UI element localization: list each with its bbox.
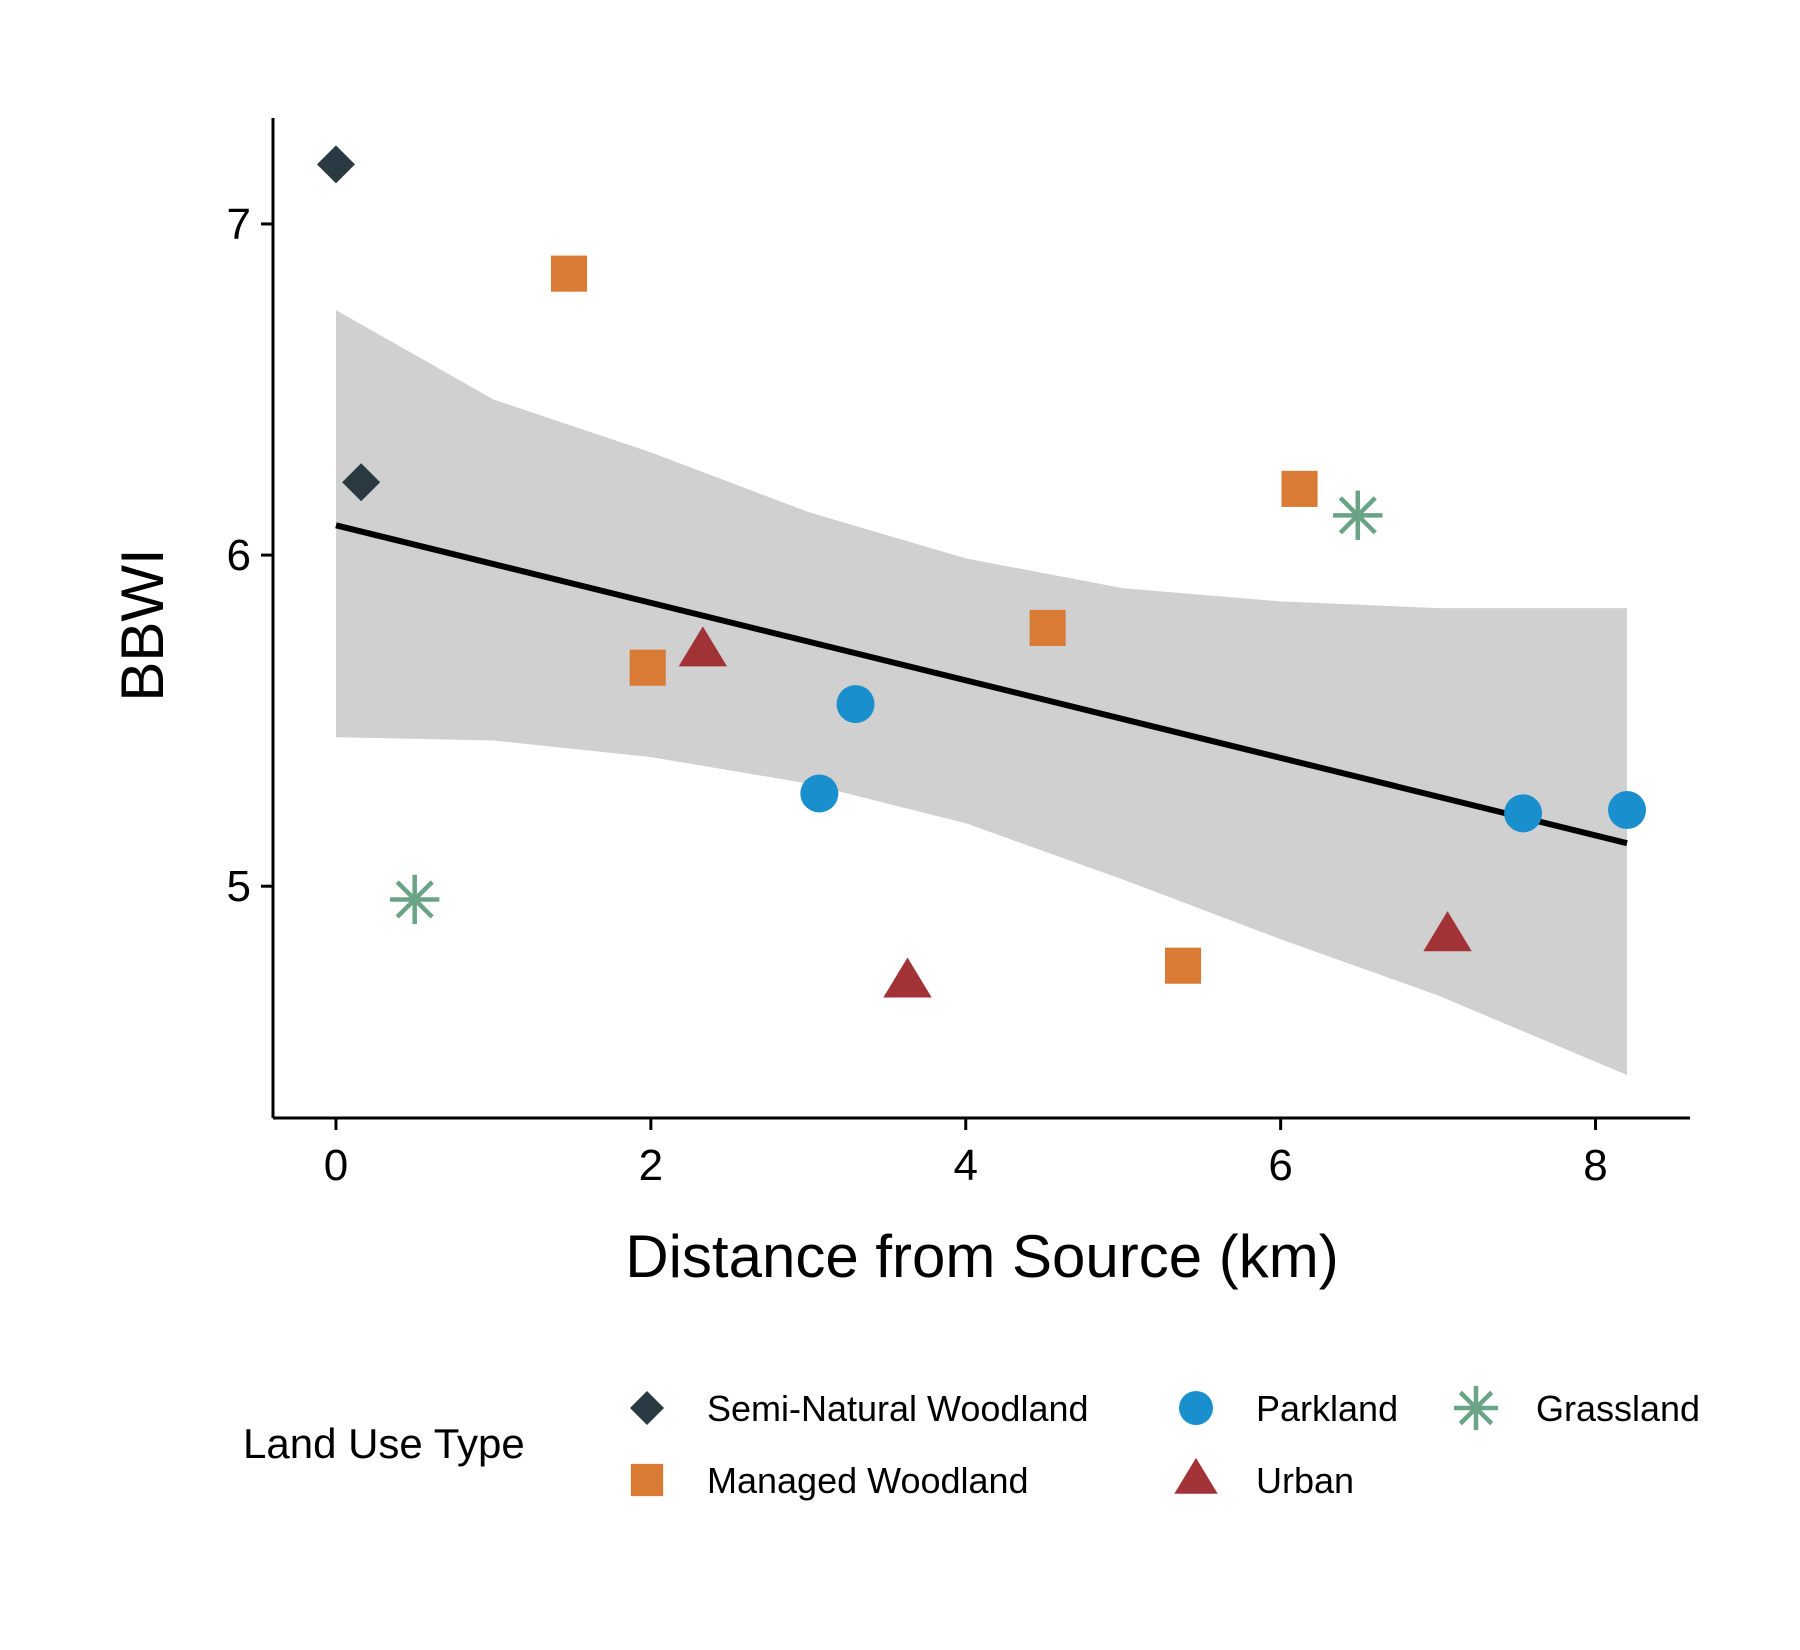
legend-key-semi-natural-woodland (630, 1391, 664, 1425)
y-tick-label: 6 (227, 531, 251, 580)
legend-key-grassland (1453, 1385, 1499, 1431)
y-axis-title: BBWI (109, 548, 176, 701)
data-point-parkland (1504, 794, 1543, 833)
data-point-managed-woodland (1029, 609, 1066, 646)
confidence-band-layer (336, 310, 1627, 1076)
x-tick-label: 4 (954, 1141, 978, 1190)
data-point-grassland (390, 874, 440, 925)
legend-label-parkland: Parkland (1256, 1388, 1398, 1429)
legend-label-urban: Urban (1256, 1460, 1354, 1501)
data-point-urban (1423, 911, 1472, 952)
legend-key-urban (1174, 1457, 1218, 1494)
legend-key-parkland (1179, 1391, 1213, 1425)
axes: 0 2 4 6 8 5 6 7 (227, 118, 1690, 1190)
legend-label-managed-woodland: Managed Woodland (707, 1460, 1029, 1501)
x-tick-label: 6 (1268, 1141, 1292, 1190)
trend-line-layer (335, 522, 1628, 847)
trend-line (335, 522, 1628, 847)
data-point-semi-natural-woodland (342, 463, 381, 502)
data-point-parkland (1608, 791, 1647, 830)
y-tick-label: 5 (227, 862, 251, 911)
legend-label-grassland: Grassland (1536, 1388, 1700, 1429)
data-point-managed-woodland (1164, 947, 1202, 984)
confidence-band (336, 310, 1627, 1076)
data-point-urban (678, 626, 728, 667)
legend-title: Land Use Type (243, 1420, 525, 1467)
legend: Land Use Type Semi-Natural Woodland Manag… (243, 1385, 1700, 1501)
legend-key-managed-woodland (630, 1463, 664, 1497)
data-point-managed-woodland (629, 649, 666, 686)
x-tick-label: 0 (324, 1141, 348, 1190)
data-point-grassland (1333, 490, 1383, 541)
data-points-layer (316, 145, 1647, 998)
x-axis-title: Distance from Source (km) (625, 1223, 1339, 1290)
data-point-semi-natural-woodland (316, 145, 355, 184)
data-point-parkland (800, 774, 839, 813)
data-point-managed-woodland (1281, 470, 1318, 507)
legend-label-semi-natural-woodland: Semi-Natural Woodland (707, 1388, 1089, 1429)
data-point-managed-woodland (550, 255, 588, 292)
y-tick-label: 7 (227, 200, 251, 249)
x-tick-label: 8 (1583, 1141, 1607, 1190)
data-point-parkland (836, 685, 875, 724)
data-point-urban (883, 957, 932, 998)
x-tick-label: 2 (639, 1141, 663, 1190)
